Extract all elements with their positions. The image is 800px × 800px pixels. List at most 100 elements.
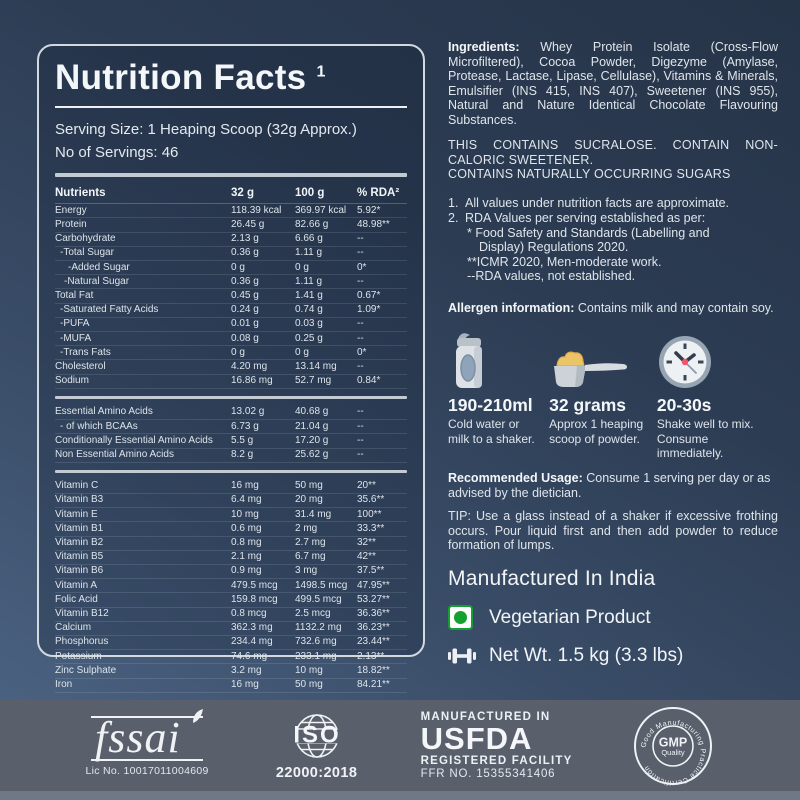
table-cell: 0.08 g — [231, 332, 259, 344]
table-row: Vitamin B3 6.4 mg 20 mg 35.6** — [55, 494, 407, 509]
table-row: - of which BCAAs 6.73 g 21.04 g -- — [55, 420, 407, 435]
table-cell: 2.7 mg — [295, 537, 326, 549]
table-cell: 13.14 mg — [295, 360, 337, 372]
footnote-number: 1. — [448, 195, 459, 210]
sugars-line: CONTAINS NATURALLY OCCURRING SUGARS — [448, 167, 731, 181]
fssai-wordmark: fssai — [95, 713, 181, 763]
fssai-logo: fssai Lic No. 10017011004609 — [85, 709, 208, 777]
table-cell: 21.04 g — [295, 420, 329, 432]
table-row: Folic Acid 159.8 mcg 499.5 mcg 53.27** — [55, 593, 407, 608]
gmp-quality-text: Quality — [661, 748, 685, 757]
table-cell: 732.6 mg — [295, 636, 337, 648]
table-cell: 25.62 g — [295, 449, 329, 460]
section-divider — [55, 395, 407, 399]
table-cell: -Trans Fats — [60, 346, 111, 358]
table-cell: 0.74 g — [295, 304, 323, 316]
table-cell: Total Fat — [55, 289, 94, 301]
table-cell: 5.92* — [357, 204, 381, 216]
gmp-center-text: GMP — [658, 735, 686, 749]
table-cell: Phosphorus — [55, 636, 109, 648]
fssai-bottom-line — [91, 758, 204, 761]
page-title: Nutrition Facts 1 — [55, 59, 407, 97]
usage-text: Consume 1 serving per day or as advised … — [448, 471, 771, 500]
table-cell: -Saturated Fatty Acids — [60, 304, 159, 316]
net-weight-row: Net Wt. 1.5 kg (3.3 lbs) — [448, 645, 778, 667]
table-cell: -- — [357, 318, 364, 330]
table-header: Nutrients 32 g 100 g % RDA² — [55, 184, 407, 205]
usfda-ffr-number: FFR NO. 15355341406 — [420, 768, 556, 781]
footnote-lines: All values under nutrition facts are app… — [465, 196, 778, 211]
table-cell: 0.8 mcg — [231, 608, 267, 620]
table-cell: 2.1 mg — [231, 551, 262, 563]
column-header-nutrients: Nutrients — [55, 187, 106, 200]
table-cell: 362.3 mg — [231, 622, 273, 634]
water-caption: Cold water or milk to a shaker. — [448, 417, 535, 446]
table-cell: 234.4 mg — [231, 636, 273, 648]
table-cell: 0.67* — [357, 289, 381, 301]
table-cell: -Added Sugar — [68, 261, 130, 273]
title-footnote-marker: 1 — [316, 63, 326, 81]
clock-icon — [657, 330, 769, 390]
table-cell: Vitamin B2 — [55, 537, 104, 549]
table-cell: 0.36 g — [231, 275, 259, 287]
table-cell: -PUFA — [60, 318, 90, 330]
table-cell: 10 mg — [295, 664, 323, 676]
table-cell: 0.45 g — [231, 289, 259, 301]
table-cell: 31.4 mg — [295, 508, 332, 520]
table-cell: -Natural Sugar — [64, 275, 130, 287]
table-row: Essential Amino Acids 13.02 g 40.68 g -- — [55, 406, 407, 421]
table-row: -Natural Sugar 0.36 g 1.11 g -- — [55, 275, 407, 290]
table-cell: Vitamin B12 — [55, 608, 109, 620]
table-row: Vitamin B6 0.9 mg 3 mg 37.5** — [55, 565, 407, 580]
table-row: -Total Sugar 0.36 g 1.11 g -- — [55, 247, 407, 262]
table-cell: 84.21** — [357, 679, 390, 691]
table-row: Vitamin B2 0.8 mg 2.7 mg 32** — [55, 537, 407, 551]
sucralose-line: THIS CONTAINS SUCRALOSE. CONTAIN NON-CAL… — [448, 138, 778, 167]
table-row: Energy 118.39 kcal 369.97 kcal 5.92* — [55, 204, 407, 219]
table-cell: Vitamin B3 — [55, 494, 104, 506]
table-cell: 499.5 mcg — [295, 593, 342, 605]
table-cell: -- — [357, 332, 364, 344]
table-row: Vitamin B5 2.1 mg 6.7 mg 42** — [55, 551, 407, 565]
table-cell: 0.36 g — [231, 247, 259, 259]
table-row: Vitamin B12 0.8 mcg 2.5 mcg 36.36** — [55, 608, 407, 622]
table-cell: 20** — [357, 480, 376, 492]
table-cell: Vitamin E — [55, 508, 98, 520]
table-cell: 16 mg — [231, 679, 259, 691]
info-column: Ingredients: Whey Protein Isolate (Cross… — [448, 40, 778, 682]
table-cell: Vitamin B6 — [55, 565, 104, 577]
table-cell: Cholesterol — [55, 360, 106, 372]
table-row: Vitamin B1 0.6 mg 2 mg 33.3** — [55, 522, 407, 537]
footnote-item: 1. All values under nutrition facts are a… — [448, 196, 778, 211]
table-cell: 1.11 g — [295, 275, 323, 287]
table-cell: -- — [357, 360, 364, 372]
column-header-rda: % RDA² — [357, 187, 400, 200]
table-cell: 33.3** — [357, 522, 385, 534]
footnote-number: 2. — [448, 211, 459, 225]
table-cell: Potassium — [55, 650, 102, 662]
table-cell: -Total Sugar — [60, 247, 114, 259]
table-row: -Added Sugar 0 g 0 g 0* — [55, 261, 407, 276]
table-cell: -MUFA — [60, 332, 92, 344]
tip-paragraph: TIP: Use a glass instead of a shaker if … — [448, 509, 778, 553]
table-cell: 26.45 g — [231, 218, 265, 230]
table-row: Non Essential Amino Acids 8.2 g 25.62 g -- — [55, 449, 407, 463]
table-cell: 52.7 mg — [295, 375, 332, 387]
table-cell: -- — [357, 233, 364, 245]
table-cell: 1132.2 mg — [295, 622, 342, 634]
table-cell: 1.41 g — [295, 289, 323, 301]
footnote-line: --RDA values, not established. — [467, 269, 636, 283]
table-cell: 159.8 mcg — [231, 593, 278, 605]
table-row: Cholesterol 4.20 mg 13.14 mg -- — [55, 360, 407, 375]
table-cell: 0.03 g — [295, 318, 323, 330]
table-cell: -- — [357, 247, 364, 259]
footnote-line: RDA Values per serving established as pe… — [465, 211, 706, 225]
certifications-footer: fssai Lic No. 10017011004609 ISO 22000:2… — [0, 700, 800, 791]
table-cell: 2.13 g — [231, 233, 259, 245]
table-cell: 6.73 g — [231, 420, 259, 432]
table-row: -Trans Fats 0 g 0 g 0* — [55, 346, 407, 361]
section-divider — [55, 173, 407, 178]
table-cell: Non Essential Amino Acids — [55, 449, 174, 460]
table-cell: 1.09* — [357, 304, 381, 316]
title-divider — [55, 105, 407, 108]
